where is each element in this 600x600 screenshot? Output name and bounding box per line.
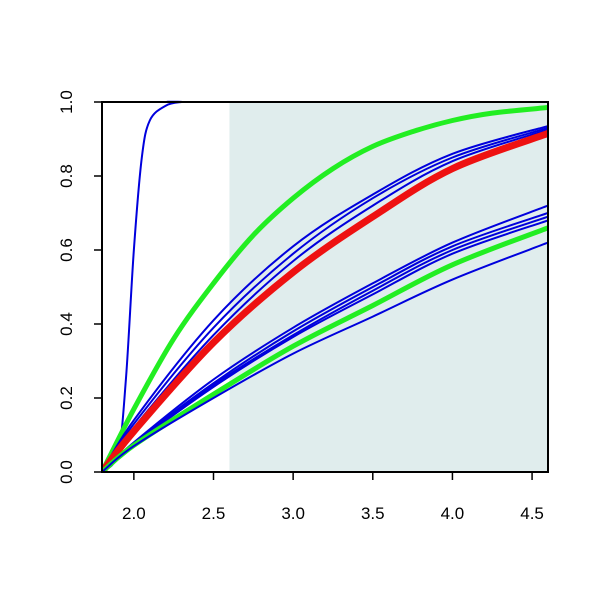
series-line-4-blue bbox=[102, 125, 548, 472]
series-line-7-red bbox=[102, 129, 548, 472]
y-tick-label: 0.0 bbox=[57, 460, 76, 484]
y-tick-label: 0.2 bbox=[57, 386, 76, 410]
plot-frame bbox=[101, 101, 549, 473]
x-tick-label: 2.5 bbox=[202, 504, 226, 523]
series-line-13-blue bbox=[102, 241, 548, 472]
y-tick-label: 0.6 bbox=[57, 238, 76, 262]
series-line-5-blue bbox=[102, 126, 548, 472]
x-tick-label: 3.5 bbox=[361, 504, 385, 523]
x-tick-label: 4.5 bbox=[520, 504, 544, 523]
y-tick-label: 1.0 bbox=[57, 90, 76, 114]
x-tick-label: 3.0 bbox=[281, 504, 305, 523]
series-line-3-green bbox=[102, 105, 548, 472]
x-tick-label: 2.0 bbox=[122, 504, 146, 523]
x-tick-label: 4.0 bbox=[441, 504, 465, 523]
y-tick-label: 0.8 bbox=[57, 164, 76, 188]
y-tick-label: 0.4 bbox=[57, 312, 76, 336]
